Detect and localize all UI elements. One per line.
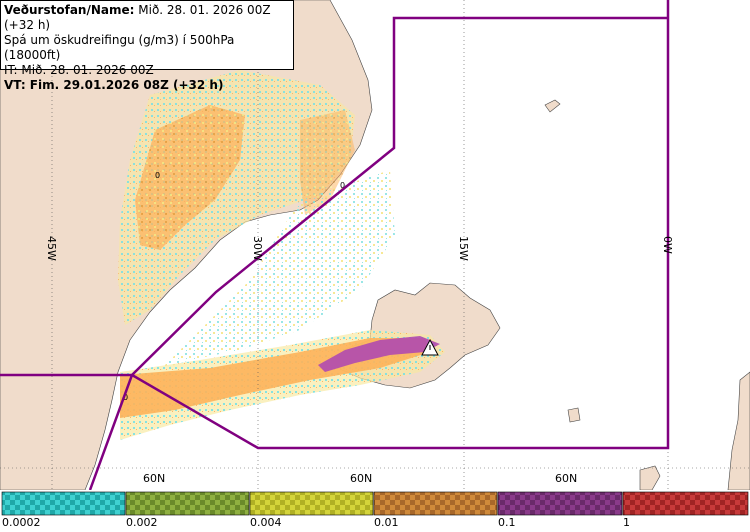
ash-plume-purple [318,336,440,372]
legend-label: 0.01 [374,516,399,529]
initial-time: IT: Mið. 28. 01. 2026 00Z [4,63,154,77]
island-faroe [567,407,581,423]
contour-labels: 0 0 0 [123,171,345,402]
ash-strip-greenland [300,110,355,215]
warning-triangle-icon [421,338,439,356]
lat-label-60n: 60N [143,472,166,485]
contour-label: 0 [155,171,160,180]
ash-dispersion-map: 0 0 0 [0,0,750,490]
issuer-value: Mið. 28. 01. 2026 00Z (+32 h) [4,3,271,32]
concentration-legend [0,490,750,532]
ash-area-sea [160,170,395,370]
ash-core-greenland [135,105,245,250]
fir-boundary [0,0,670,490]
legend-swatch [125,491,250,516]
legend-label: 0.0002 [2,516,41,529]
lon-label-30w: 30W [251,236,264,261]
lat-label-60n: 60N [350,472,373,485]
legend-swatch [622,491,749,516]
valid-time: VT: Fim. 29.01.2026 08Z (+32 h) [4,78,224,92]
legend-swatch [373,491,498,516]
lat-label-60n: 60N [555,472,578,485]
forecast-description: Spá um öskudreifingu (g/m3) í 500hPa (18… [4,33,235,62]
norway-land [727,371,750,490]
contour-label: 0 [340,181,345,190]
lon-label-45w: 45W [45,236,58,261]
contour-label: 0 [123,393,128,402]
legend-swatch [249,491,374,516]
legend-swatch [1,491,126,516]
forecast-info-box: Veðurstofan/Name: Mið. 28. 01. 2026 00Z … [0,0,294,92]
legend-label: 0.1 [498,516,516,529]
island-jan-mayen [544,99,561,113]
legend-label: 0.002 [126,516,158,529]
lon-label-0w: 0W [661,236,674,254]
legend-swatch [497,491,623,516]
lon-label-15w: 15W [457,236,470,261]
legend-label: 0.004 [250,516,282,529]
issuer-label: Veðurstofan/Name: [4,3,135,17]
britain-islands [639,465,661,490]
issuer-line: Veðurstofan/Name: Mið. 28. 01. 2026 00Z … [4,3,290,33]
legend-label: 1 [623,516,630,529]
